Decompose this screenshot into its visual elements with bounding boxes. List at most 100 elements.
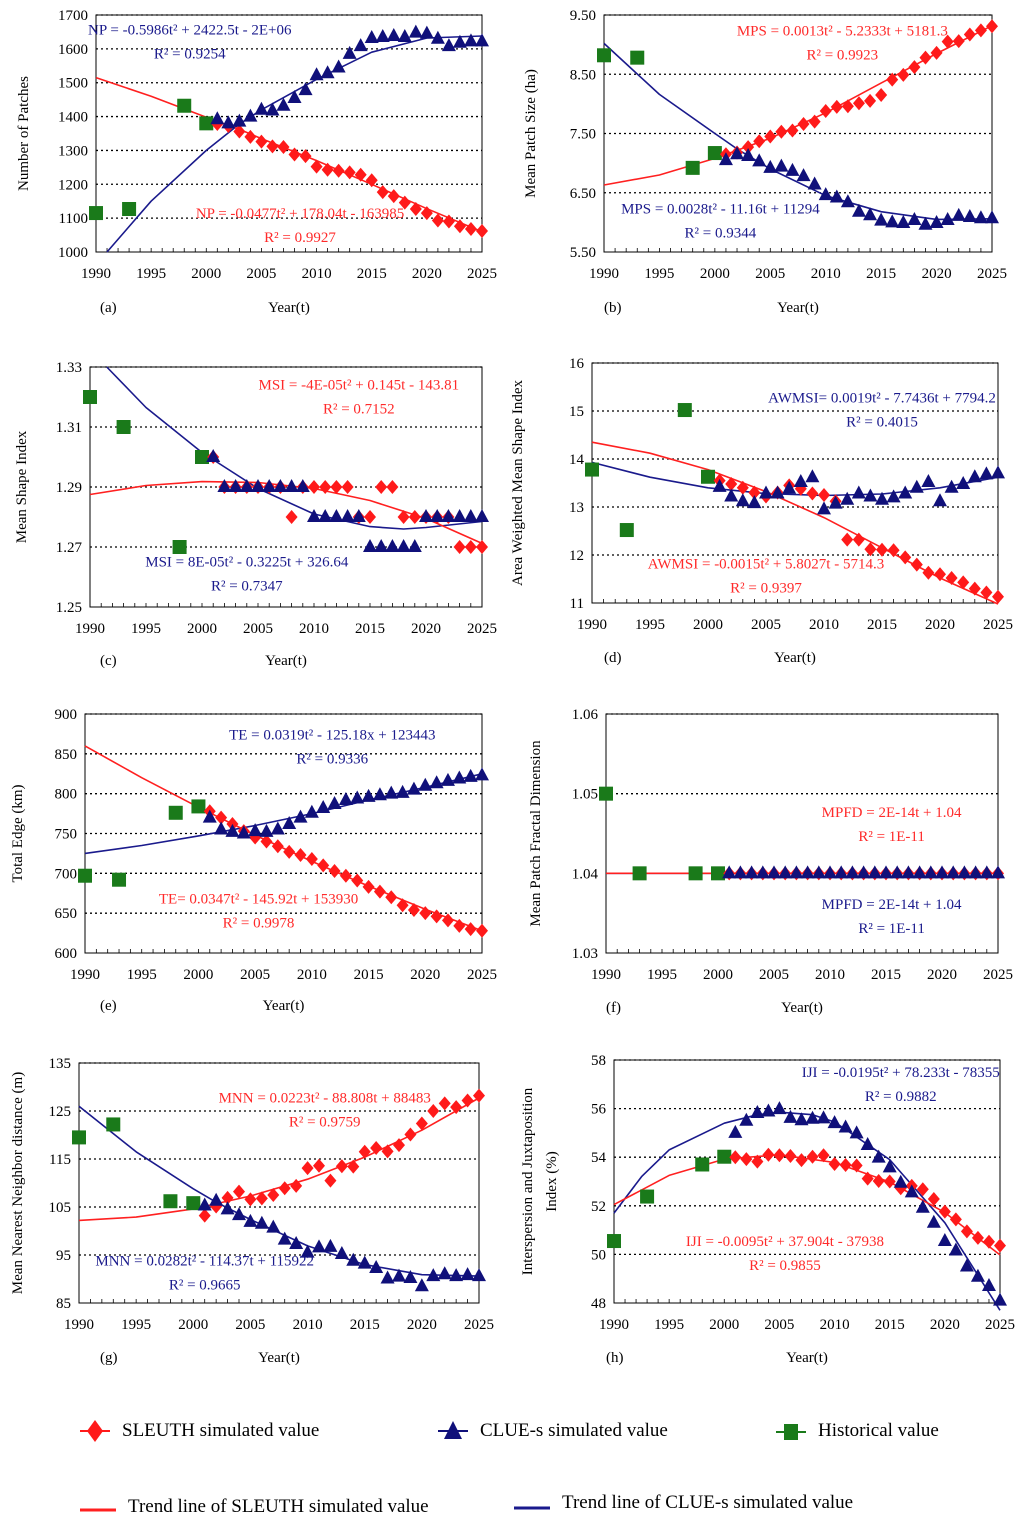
sleuth-point [922, 565, 935, 580]
x-axis-label: Year(t) [258, 1350, 300, 1366]
sleuth-point [945, 571, 958, 586]
sleuth-point [305, 851, 318, 866]
sleuth-point [408, 510, 421, 524]
clue-point [397, 29, 412, 43]
sleuth-point [875, 87, 888, 102]
r-squared: R² = 0.9882 [865, 1089, 937, 1105]
clue-point [441, 38, 456, 52]
sleuth-point [351, 873, 364, 888]
clue-point [940, 212, 955, 226]
clue-point [912, 865, 927, 879]
y-tick-label: 1600 [58, 42, 88, 58]
x-tick-label: 2025 [464, 1317, 494, 1333]
sleuth-point [324, 1173, 337, 1188]
sleuth-point [321, 162, 334, 177]
x-tick-label: 1995 [131, 621, 161, 637]
panel-label: (b) [604, 300, 622, 316]
y-tick-label: 1100 [59, 211, 88, 227]
y-tick-label: 1.31 [56, 420, 82, 436]
clue-point [340, 509, 355, 522]
y-tick-label: 115 [49, 1152, 71, 1168]
legend: SLEUTH simulated value CLUE-s simulated … [0, 1370, 1024, 1530]
historical-point [112, 872, 127, 887]
historical-point [640, 1189, 655, 1204]
x-tick-label: 1990 [599, 1317, 629, 1333]
sleuth-point [376, 185, 389, 200]
sleuth-point [398, 195, 411, 210]
clue-point [363, 539, 377, 552]
trend-equation: AWMSI= 0.0019t² - 7.7436t + 7794.2 [768, 390, 996, 406]
clue-point [342, 45, 357, 59]
historical-point [695, 1157, 710, 1172]
clue-point [262, 479, 277, 492]
x-tick-label: 1990 [591, 967, 621, 983]
sleuth-point [277, 140, 290, 155]
plot-frame [605, 713, 999, 954]
clue-point [834, 865, 849, 879]
y-axis-label: Number of Patches [16, 76, 32, 191]
sleuth-point [221, 1190, 234, 1205]
clue-point [426, 1268, 441, 1282]
x-tick-label: 2005 [759, 967, 789, 983]
sleuth-point [244, 1192, 257, 1207]
trend-equation: NP = -0.5986t² + 2422.5t - 2E+06 [88, 22, 292, 38]
y-tick-label: 11 [570, 596, 584, 612]
clue-point [867, 865, 882, 879]
sleuth-point [464, 922, 477, 937]
sleuth-point [290, 1178, 303, 1193]
historical-point [163, 1194, 178, 1209]
x-tick-label: 1990 [577, 617, 607, 633]
sleuth-point [883, 1174, 896, 1189]
legend-label-clue-trend: Trend line of CLUE-s simulated value [562, 1492, 854, 1513]
r-squared: R² = 0.9344 [685, 225, 757, 241]
y-tick-label: 750 [55, 827, 78, 843]
y-tick-label: 105 [49, 1200, 72, 1216]
sleuth-point [260, 834, 273, 849]
sleuth-point [861, 1171, 874, 1186]
sleuth-point [387, 189, 400, 204]
clue-point [361, 788, 376, 802]
historical-point [585, 462, 599, 477]
clue-point [460, 1267, 475, 1281]
x-tick-label: 2015 [357, 266, 387, 282]
clue-point [851, 203, 866, 217]
clue-point [273, 479, 288, 492]
panel-label: (c) [100, 653, 117, 669]
sleuth-point [930, 45, 943, 60]
x-tick-label: 2025 [467, 967, 497, 983]
clue-point [811, 865, 826, 879]
x-axis-label: Year(t) [786, 1350, 828, 1366]
sleuth-point [294, 848, 307, 863]
clue-point [875, 491, 889, 505]
x-tick-label: 2020 [411, 621, 441, 637]
x-tick-label: 2025 [983, 617, 1013, 633]
clue-point [805, 1110, 820, 1124]
clue-point [783, 1109, 798, 1123]
clue-point [944, 479, 959, 493]
historical-point [116, 420, 131, 434]
clue-point [309, 67, 324, 81]
trend-equation: MPS = 0.0028t² - 11.16t + 11294 [621, 201, 820, 217]
clue-point [750, 1104, 765, 1118]
sleuth-point [233, 1184, 245, 1199]
clue-point [918, 216, 933, 230]
clue-point [372, 787, 387, 801]
sleuth-point [319, 480, 332, 494]
clue-point [827, 1115, 842, 1129]
x-tick-label: 2020 [407, 1317, 437, 1333]
legend-label-sleuth-points: SLEUTH simulated value [122, 1420, 320, 1441]
clue-point [735, 493, 750, 507]
clue-point [406, 781, 421, 795]
sleuth-point [899, 550, 912, 565]
sleuth-point [354, 167, 367, 182]
sleuth-point [476, 923, 488, 938]
historical-point [191, 799, 206, 814]
sleuth-point [934, 567, 946, 582]
x-tick-label: 2020 [922, 266, 952, 282]
clue-point [320, 65, 335, 79]
y-tick-label: 9.50 [570, 8, 596, 24]
y-tick-label: 54 [591, 1150, 607, 1166]
clue-point [284, 479, 299, 492]
y-tick-label: 12 [569, 548, 584, 564]
clue-point [329, 509, 344, 522]
